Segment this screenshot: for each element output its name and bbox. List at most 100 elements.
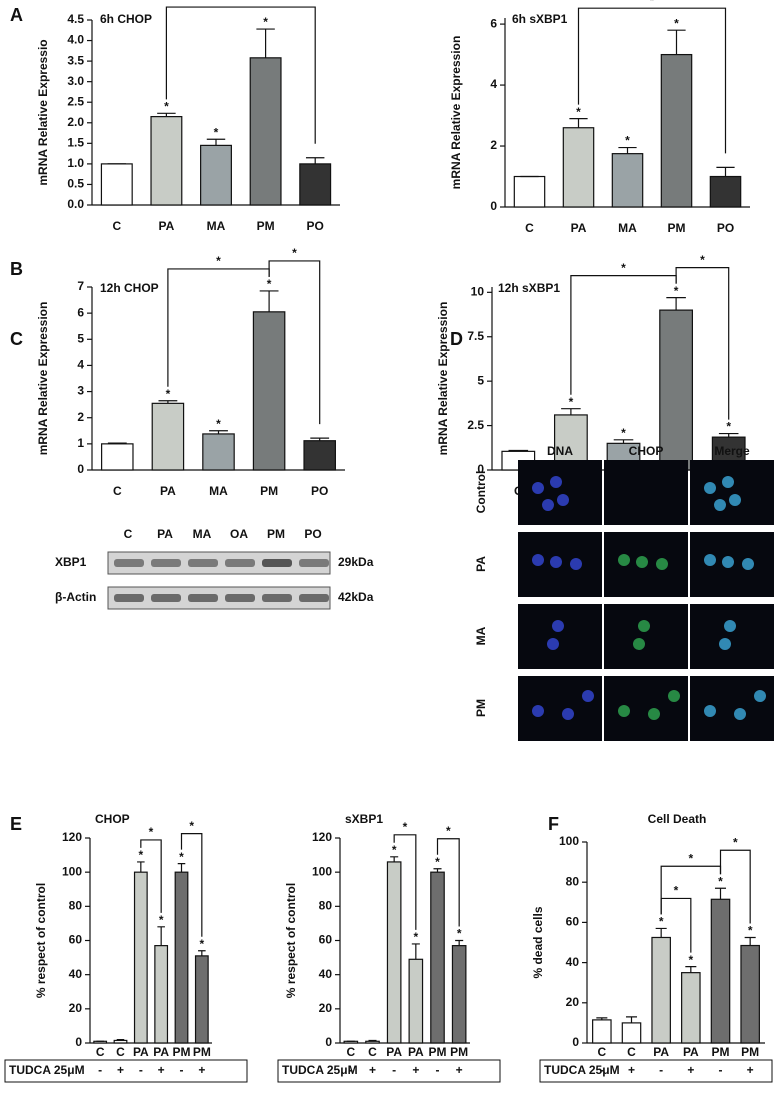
error-bar bbox=[569, 117, 588, 128]
chart-title: 6h sXBP1 bbox=[512, 12, 568, 26]
y-axis-label: % respect of control bbox=[34, 883, 48, 998]
x-tick-label: PM bbox=[260, 484, 278, 498]
x-tick-label: PO bbox=[307, 219, 324, 233]
y-tick-label: 5 bbox=[77, 331, 84, 345]
significance-star: * bbox=[435, 855, 440, 869]
bar bbox=[562, 127, 595, 208]
significance-star: * bbox=[263, 15, 268, 29]
lane-label: OA bbox=[230, 527, 248, 541]
y-tick-label: 7.5 bbox=[467, 329, 484, 343]
bar bbox=[202, 433, 235, 471]
comparison-label: * bbox=[403, 820, 408, 834]
y-tick-label: 0 bbox=[490, 199, 497, 213]
treatment-sign: - bbox=[98, 1063, 102, 1077]
nucleus bbox=[582, 690, 594, 702]
bar bbox=[101, 443, 134, 471]
error-bar bbox=[107, 442, 127, 444]
x-tick-label: PA bbox=[653, 1045, 669, 1059]
x-tick-label: PO bbox=[311, 484, 328, 498]
nucleus bbox=[570, 558, 582, 570]
bar bbox=[430, 871, 445, 1044]
treatment-sign: + bbox=[628, 1063, 635, 1077]
column-label: CHOP bbox=[629, 444, 664, 458]
error-bar bbox=[259, 290, 279, 312]
error-bar bbox=[137, 861, 145, 873]
blot-band bbox=[151, 594, 181, 602]
error-bar bbox=[508, 449, 529, 452]
treatment-box bbox=[277, 1059, 501, 1083]
y-tick-label: 60 bbox=[566, 915, 580, 929]
y-tick-label: 0 bbox=[572, 1035, 579, 1049]
blot-row-label: XBP1 bbox=[55, 555, 87, 569]
nucleus bbox=[656, 558, 668, 570]
nucleus bbox=[552, 620, 564, 632]
row-label: MA bbox=[474, 626, 488, 645]
comparison-bracket bbox=[660, 897, 692, 953]
significance-star: * bbox=[457, 927, 462, 941]
bar bbox=[681, 972, 701, 1044]
nucleus bbox=[618, 705, 630, 717]
error-bar bbox=[667, 29, 686, 55]
x-tick-label: MA bbox=[207, 219, 226, 233]
comparison-label: * bbox=[446, 824, 451, 838]
y-tick-label: 60 bbox=[69, 933, 83, 947]
x-tick-label: PM bbox=[429, 1045, 447, 1059]
bar bbox=[660, 53, 693, 208]
nucleus bbox=[532, 705, 544, 717]
y-tick-label: 100 bbox=[559, 834, 579, 848]
x-tick-label: C bbox=[368, 1045, 377, 1059]
bar bbox=[100, 163, 133, 206]
y-tick-label: 1.5 bbox=[67, 136, 84, 150]
y-tick-label: 40 bbox=[69, 967, 83, 981]
bar bbox=[611, 153, 644, 208]
error-bar bbox=[310, 437, 330, 441]
bar bbox=[249, 57, 282, 206]
nucleus bbox=[532, 482, 544, 494]
blot-size: 29kDa bbox=[338, 555, 374, 569]
nucleus bbox=[722, 476, 734, 488]
error-bar bbox=[596, 1017, 608, 1020]
x-tick-label: PO bbox=[717, 221, 734, 235]
y-axis-label: mRNA Relative Expression bbox=[436, 302, 450, 456]
y-tick-label: 4.0 bbox=[67, 33, 84, 47]
micrograph bbox=[690, 604, 774, 669]
blot-band bbox=[299, 594, 329, 602]
y-tick-label: 3.0 bbox=[67, 74, 84, 88]
bar bbox=[174, 871, 189, 1044]
x-tick-label: PA bbox=[159, 219, 175, 233]
treatment-sign: - bbox=[392, 1063, 396, 1077]
bar bbox=[194, 955, 209, 1044]
significance-star: * bbox=[159, 913, 164, 927]
error-bar bbox=[157, 112, 176, 117]
blot-size: 42kDa bbox=[338, 590, 374, 604]
comparison-label: * bbox=[292, 246, 297, 260]
y-tick-label: 100 bbox=[62, 864, 82, 878]
significance-star: * bbox=[674, 284, 679, 298]
significance-star: * bbox=[214, 125, 219, 139]
bar bbox=[740, 944, 760, 1044]
x-tick-label: PA bbox=[133, 1045, 149, 1059]
nucleus bbox=[714, 499, 726, 511]
nucleus bbox=[532, 554, 544, 566]
comparison-bracket bbox=[436, 838, 460, 927]
panel-label: B bbox=[10, 259, 23, 279]
x-tick-label: C bbox=[525, 221, 534, 235]
nucleus bbox=[562, 708, 574, 720]
comparison-label: * bbox=[700, 253, 705, 267]
y-axis-label: mRNA Relative Expressio bbox=[36, 39, 50, 185]
comparison-bracket bbox=[268, 260, 321, 425]
error-bar bbox=[685, 966, 697, 973]
treatment-sign: + bbox=[369, 1063, 376, 1077]
y-tick-label: 60 bbox=[319, 933, 333, 947]
column-label: DNA bbox=[547, 444, 573, 458]
error-bar bbox=[116, 1038, 125, 1041]
nucleus bbox=[719, 638, 731, 650]
comparison-label: * bbox=[688, 851, 693, 865]
blot-band bbox=[262, 559, 292, 567]
x-tick-label: PM bbox=[712, 1045, 730, 1059]
y-tick-label: 4 bbox=[490, 77, 497, 91]
error-bar bbox=[206, 138, 226, 146]
blot-strip bbox=[107, 586, 331, 610]
bar bbox=[710, 898, 731, 1044]
